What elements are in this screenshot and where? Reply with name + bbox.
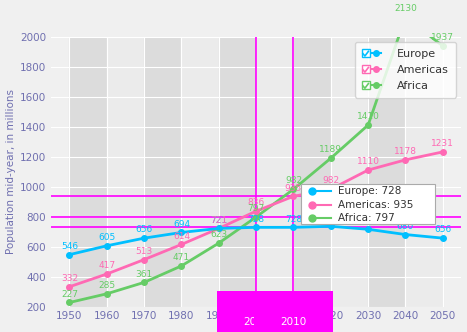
Text: 2000: 2000 bbox=[243, 317, 269, 327]
Text: 982: 982 bbox=[285, 177, 302, 186]
Text: 285: 285 bbox=[98, 281, 115, 290]
Text: 546: 546 bbox=[61, 242, 78, 251]
Text: 656: 656 bbox=[434, 225, 452, 234]
Text: 614: 614 bbox=[173, 232, 190, 241]
Text: 2130: 2130 bbox=[394, 4, 417, 13]
Text: 728: 728 bbox=[248, 214, 265, 223]
Text: 982: 982 bbox=[322, 177, 340, 186]
Bar bbox=[219, 37, 256, 306]
Text: 797: 797 bbox=[248, 204, 265, 213]
Y-axis label: Population mid-year, in millions: Population mid-year, in millions bbox=[6, 89, 15, 254]
Legend: Europe, Americas, Africa: Europe, Americas, Africa bbox=[355, 42, 456, 98]
Bar bbox=[107, 37, 144, 306]
Text: 656: 656 bbox=[135, 225, 153, 234]
Text: 332: 332 bbox=[61, 274, 78, 283]
Text: 1178: 1178 bbox=[394, 147, 417, 156]
Text: 623: 623 bbox=[210, 230, 227, 239]
Bar bbox=[144, 37, 182, 306]
Text: 227: 227 bbox=[61, 290, 78, 299]
Text: 1410: 1410 bbox=[357, 112, 380, 121]
FancyBboxPatch shape bbox=[301, 184, 435, 224]
Text: 728: 728 bbox=[285, 214, 302, 223]
Text: 935: 935 bbox=[285, 184, 302, 193]
Bar bbox=[331, 37, 368, 306]
Text: 680: 680 bbox=[397, 222, 414, 231]
Bar bbox=[368, 37, 405, 306]
Text: 721: 721 bbox=[210, 216, 227, 225]
Bar bbox=[256, 37, 293, 306]
Text: 1189: 1189 bbox=[319, 145, 342, 154]
Text: 836: 836 bbox=[248, 199, 265, 208]
Text: 735: 735 bbox=[322, 213, 340, 222]
Text: 361: 361 bbox=[135, 270, 153, 279]
Text: 2010: 2010 bbox=[280, 317, 307, 327]
Bar bbox=[182, 37, 219, 306]
Bar bbox=[405, 37, 443, 306]
Text: 715: 715 bbox=[360, 216, 377, 225]
Text: 1231: 1231 bbox=[432, 139, 454, 148]
Text: 1937: 1937 bbox=[432, 33, 454, 42]
Text: 1110: 1110 bbox=[357, 157, 380, 166]
Text: Americas: 935: Americas: 935 bbox=[338, 200, 414, 209]
Text: Europe: 728: Europe: 728 bbox=[338, 186, 402, 196]
Text: 605: 605 bbox=[98, 233, 115, 242]
Text: 471: 471 bbox=[173, 253, 190, 262]
Bar bbox=[293, 37, 331, 306]
Text: 721: 721 bbox=[210, 216, 227, 225]
Text: 417: 417 bbox=[98, 261, 115, 270]
Text: 694: 694 bbox=[173, 220, 190, 229]
Bar bbox=[70, 37, 107, 306]
Text: Africa: 797: Africa: 797 bbox=[338, 213, 395, 223]
Text: 513: 513 bbox=[135, 247, 153, 256]
